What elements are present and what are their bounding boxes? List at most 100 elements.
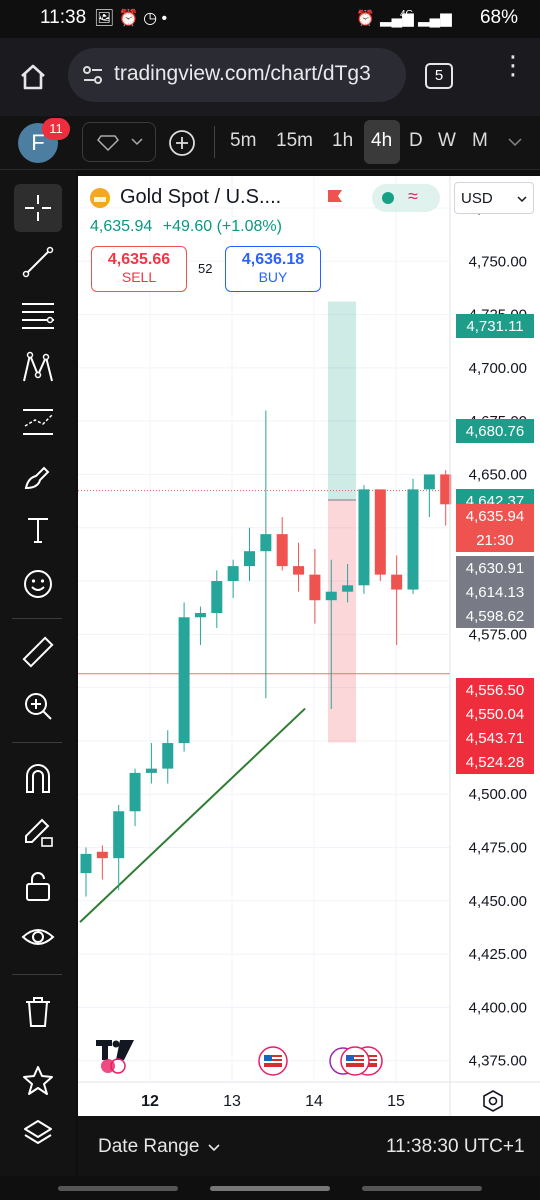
candle-body <box>178 617 190 744</box>
trend-line-icon[interactable] <box>14 238 62 286</box>
divider <box>214 126 215 158</box>
candle-body <box>260 534 272 552</box>
candle-body <box>342 585 354 592</box>
time-axis-label: 14 <box>305 1093 323 1110</box>
candle-body <box>391 574 403 590</box>
market-open-dot <box>382 192 394 204</box>
ruler-icon[interactable] <box>14 628 62 676</box>
pattern-icon[interactable] <box>14 344 62 392</box>
text-icon[interactable] <box>14 506 62 554</box>
chart-grid <box>78 176 450 1082</box>
price-axis-label: 4,750.00 <box>469 253 527 270</box>
candle-body <box>276 534 288 567</box>
trash-icon[interactable] <box>14 988 62 1036</box>
timeframe-4h-active[interactable] <box>364 120 400 164</box>
price-tag-bg <box>456 726 534 750</box>
chart-clock[interactable]: 11:38:30 UTC+1 <box>386 1136 525 1157</box>
candle-body <box>423 474 435 490</box>
gold-symbol-icon <box>90 188 110 208</box>
candle-body <box>211 581 223 614</box>
timeframe-more-icon[interactable] <box>508 138 522 147</box>
target-zone <box>328 301 356 501</box>
candle-body <box>440 474 452 505</box>
candle-body <box>325 591 337 601</box>
timeframe-m[interactable]: M <box>472 130 488 151</box>
tool-separator <box>12 742 62 743</box>
nav-home-pill[interactable] <box>210 1186 330 1191</box>
us-event-icon[interactable] <box>258 1046 288 1076</box>
emoji-icon[interactable] <box>14 560 62 608</box>
price-chart[interactable]: 4,775.004,750.004,725.004,700.004,675.00… <box>78 176 540 1116</box>
price-axis-label: 4,475.00 <box>469 840 527 857</box>
price-tag: 4,614.13 <box>466 584 524 601</box>
more-menu-icon[interactable]: ⋮ <box>500 50 526 80</box>
time-axis: 12 13 14 15 <box>141 1093 405 1110</box>
layers-icon[interactable] <box>14 1110 62 1158</box>
us-event-group-icon[interactable] <box>328 1046 388 1076</box>
price-tag: 4,680.76 <box>466 423 524 440</box>
signal2-icon: ▂▄▆ <box>418 10 452 27</box>
timeframe-1h[interactable]: 1h <box>332 130 354 151</box>
time-axis-label: 15 <box>387 1093 405 1110</box>
prediction-icon[interactable] <box>14 398 62 446</box>
fib-retracement-icon[interactable] <box>14 292 62 340</box>
eye-icon[interactable] <box>14 914 62 962</box>
url-bar[interactable]: tradingview.com/chart/dTg3 <box>68 48 406 102</box>
price-tag-bg <box>456 702 534 726</box>
battery-level: 68% <box>479 7 518 28</box>
candle-body <box>374 489 386 575</box>
settings-icon[interactable] <box>482 1090 504 1112</box>
notification-count: 11 <box>49 121 63 136</box>
date-range-button[interactable]: Date Range <box>98 1136 200 1157</box>
flag-icon[interactable] <box>326 188 344 208</box>
price-tag-bg <box>456 314 534 338</box>
timeframe-4h[interactable]: 4h <box>371 130 393 151</box>
timeframe-d[interactable]: D <box>409 130 423 151</box>
spread-value: 52 <box>198 261 213 276</box>
add-symbol-icon[interactable] <box>168 129 196 162</box>
candle-body <box>227 566 239 582</box>
sell-button[interactable]: 4,635.66 SELL <box>91 246 187 292</box>
tab-switcher-button[interactable]: 5 <box>425 63 453 89</box>
drawing-tools-panel <box>0 170 76 1194</box>
candle-body <box>80 853 92 874</box>
market-status-pill[interactable]: ≈ <box>372 184 440 212</box>
price-tag: 4,630.91 <box>466 560 524 577</box>
notification-icons: 🖼 ⏰ ◷ • <box>94 10 168 27</box>
unlock-icon[interactable] <box>14 862 62 910</box>
buy-price: 4,636.18 <box>241 251 305 268</box>
buy-button[interactable]: 4,636.18 BUY <box>225 246 321 292</box>
timeframe-w[interactable]: W <box>438 130 456 151</box>
tab-count: 5 <box>434 67 444 84</box>
chart-area[interactable]: 4,775.004,750.004,725.004,700.004,675.00… <box>78 176 540 1116</box>
chevron-down-icon[interactable] <box>208 1144 220 1152</box>
currency-select[interactable]: USD <box>454 182 534 214</box>
lock-drawing-icon[interactable] <box>14 808 62 856</box>
buy-label: BUY <box>258 269 288 285</box>
status-time: 11:38 <box>40 7 87 28</box>
brush-icon[interactable] <box>14 452 62 500</box>
site-settings-icon[interactable] <box>82 65 104 85</box>
tool-separator <box>12 618 62 619</box>
upgrade-button[interactable] <box>82 122 156 162</box>
price-tag: 4,731.11 <box>466 318 523 335</box>
trend-line <box>79 707 306 923</box>
crosshair-icon[interactable] <box>14 184 62 232</box>
price-tag: 4,598.62 <box>466 608 524 625</box>
timeframe-5m[interactable]: 5m <box>230 130 257 151</box>
price-tag-bg <box>456 604 534 628</box>
magnet-icon[interactable] <box>14 754 62 802</box>
price-tag-bg <box>456 678 534 702</box>
zoom-in-icon[interactable] <box>14 682 62 730</box>
symbol-name[interactable]: Gold Spot / U.S.... <box>120 186 282 208</box>
star-icon[interactable] <box>14 1056 62 1104</box>
signal-icon: ▂▄▆ <box>380 10 414 27</box>
chevron-down-icon <box>131 138 143 146</box>
time-axis-label: 13 <box>223 1093 241 1110</box>
home-icon[interactable] <box>18 62 48 97</box>
candles <box>80 410 452 897</box>
price-tag-bg <box>456 419 534 443</box>
candle-body <box>129 772 141 812</box>
timeframe-15m[interactable]: 15m <box>276 130 313 151</box>
diamond-icon <box>97 135 119 151</box>
